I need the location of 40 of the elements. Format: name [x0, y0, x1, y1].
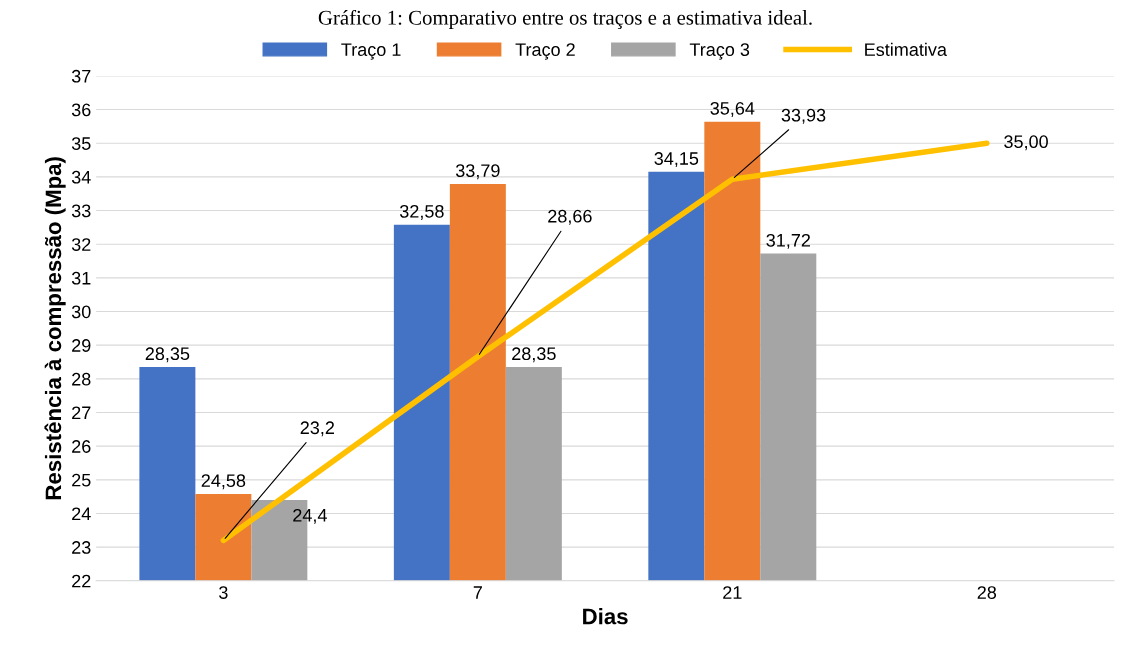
data-label: 35,64: [710, 101, 755, 117]
y-tick-label: 23: [72, 541, 91, 554]
chart-title: Gráfico 1: Comparativo entre os traços e a estimativa ideal.: [318, 9, 812, 29]
y-tick-label: 22: [72, 574, 91, 588]
y-tick-label: 36: [71, 103, 91, 117]
y-axis-title: Resistência à compressão (Mpa): [44, 157, 66, 500]
y-tick-label: 31: [71, 271, 91, 285]
data-label: 33,93: [781, 108, 826, 124]
y-tick-label: 34: [71, 170, 91, 184]
y-tick-label: 25: [72, 473, 91, 487]
y-tick-label: 37: [71, 69, 91, 83]
data-label: 28,35: [145, 347, 190, 363]
data-label: 28,35: [512, 347, 556, 363]
x-tick-label: 3: [219, 586, 228, 599]
y-tick-label: 33: [71, 204, 91, 218]
data-label: 33,79: [455, 164, 500, 180]
legend-label: Traço 3: [689, 43, 750, 60]
y-tick-label: 29: [72, 339, 91, 352]
y-tick-label: 26: [72, 440, 91, 453]
y-tick-label: 24: [72, 507, 91, 521]
legend-label: Traço 2: [515, 43, 575, 60]
data-label: 28,66: [548, 209, 592, 225]
y-tick-label: 35: [71, 137, 91, 150]
legend-label: Traço 1: [341, 43, 401, 60]
y-tick-label: 32: [71, 238, 91, 251]
y-tick-label: 27: [72, 406, 91, 420]
y-tick-label: 28: [72, 372, 91, 386]
data-label: 35,00: [1004, 135, 1048, 151]
data-label: 24,58: [201, 474, 246, 490]
data-label: 34,15: [654, 152, 699, 168]
x-axis-title: Dias: [583, 608, 628, 625]
data-label: 24,4: [293, 508, 327, 524]
y-tick-label: 30: [71, 305, 91, 319]
data-label: 32,58: [399, 204, 444, 220]
x-tick-label: 7: [473, 586, 482, 599]
data-label: 23,2: [300, 421, 334, 437]
data-label: 31,72: [766, 233, 810, 249]
legend-label: Estimativa: [865, 42, 947, 56]
x-tick-label: 21: [723, 586, 742, 599]
x-tick-label: 28: [977, 586, 997, 599]
